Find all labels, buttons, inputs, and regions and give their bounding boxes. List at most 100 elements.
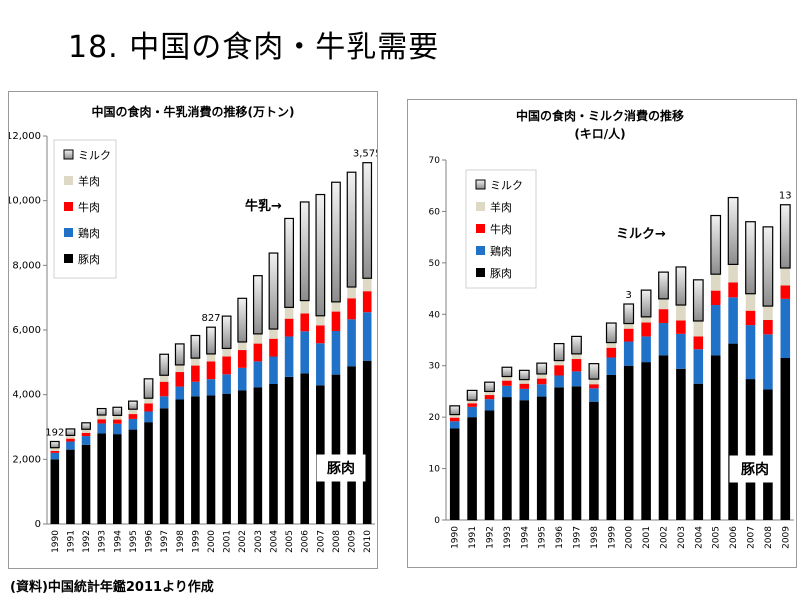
bar-chicken-2000 bbox=[206, 379, 216, 396]
x-tick-label: 2001 bbox=[642, 526, 652, 549]
bar-chicken-1994 bbox=[519, 388, 530, 401]
bar-chicken-2005 bbox=[710, 305, 721, 356]
arrow-annotation: ミルク→ bbox=[616, 227, 666, 242]
bar-chicken-1994 bbox=[112, 423, 122, 435]
bar-beef-2006 bbox=[300, 313, 310, 332]
x-tick-label: 1996 bbox=[555, 526, 565, 549]
bar-milk-1997 bbox=[159, 353, 170, 376]
bar-chicken-1996 bbox=[554, 375, 564, 388]
bar-beef-1993 bbox=[502, 380, 512, 386]
bar-pork-1991 bbox=[66, 449, 75, 524]
bar-milk-2004 bbox=[692, 279, 704, 322]
bar-pork-2004 bbox=[269, 383, 278, 524]
bar-mutton-1993 bbox=[502, 376, 512, 381]
legend-swatch-chicken bbox=[476, 246, 485, 255]
bar-beef-1990 bbox=[449, 417, 460, 422]
bar-pork-2000 bbox=[623, 365, 634, 520]
bar-beef-2007 bbox=[316, 325, 325, 344]
bar-milk-2002 bbox=[658, 271, 669, 300]
bar-beef-1991 bbox=[467, 403, 477, 407]
bar-pork-2006 bbox=[728, 343, 738, 520]
bar-beef-2002 bbox=[237, 350, 247, 368]
bar-beef-1998 bbox=[175, 372, 185, 387]
bar-beef-1991 bbox=[66, 438, 75, 442]
bar-beef-1995 bbox=[536, 378, 547, 385]
boxed-annotation-bg bbox=[729, 455, 781, 483]
bar-milk-2000 bbox=[206, 326, 216, 355]
y-tick-label: 0 bbox=[35, 519, 41, 530]
bar-chicken-1990 bbox=[449, 421, 460, 429]
bar-mutton-1998 bbox=[175, 364, 185, 373]
chart-panel-consumption-volume: 中国の食肉・牛乳消費の推移(万トン) 0 2,000 4,000 6,000 8,000 1… bbox=[8, 91, 378, 569]
bar-mutton-1991 bbox=[66, 435, 75, 439]
bar-pork-1991 bbox=[467, 417, 477, 520]
bar-beef-1993 bbox=[97, 419, 106, 424]
bar-pork-2010 bbox=[362, 360, 372, 524]
x-tick-label: 1994 bbox=[520, 526, 530, 549]
bar-beef-2010 bbox=[362, 291, 372, 313]
bar-milk-2009 bbox=[346, 171, 357, 288]
bar-milk-2010 bbox=[362, 162, 373, 279]
bar-mutton-2004 bbox=[693, 320, 704, 337]
boxed-annotation: 豚肉 bbox=[741, 461, 769, 478]
data-label: 827 bbox=[201, 313, 220, 324]
bar-milk-1990 bbox=[449, 405, 461, 416]
bar-mutton-2005 bbox=[710, 274, 721, 291]
bar-milk-1993 bbox=[96, 407, 107, 416]
x-tick-label: 2002 bbox=[660, 526, 670, 549]
bar-chicken-1998 bbox=[175, 386, 185, 400]
x-tick-label: 1990 bbox=[451, 526, 461, 549]
bar-milk-2005 bbox=[710, 214, 722, 275]
legend-swatch-chicken bbox=[64, 228, 73, 237]
bar-pork-2004 bbox=[693, 383, 704, 520]
bar-chicken-2001 bbox=[222, 374, 231, 394]
bar-pork-1996 bbox=[554, 387, 564, 520]
bar-mutton-1999 bbox=[191, 358, 200, 366]
bar-mutton-2007 bbox=[316, 315, 325, 326]
legend-label: 羊肉 bbox=[490, 200, 512, 214]
bar-mutton-1990 bbox=[50, 447, 60, 451]
bar-milk-2008 bbox=[331, 181, 341, 303]
bar-beef-2002 bbox=[658, 309, 669, 324]
x-tick-label: 2006 bbox=[301, 530, 311, 553]
y-tick-label: 20 bbox=[429, 413, 441, 423]
bar-pork-2008 bbox=[331, 374, 341, 524]
bar-beef-1994 bbox=[519, 383, 530, 389]
bar-pork-2006 bbox=[300, 373, 310, 524]
bar-pork-1990 bbox=[449, 428, 460, 520]
bar-chicken-1995 bbox=[128, 418, 138, 430]
bar-pork-2007 bbox=[745, 379, 756, 520]
bar-milk-1991 bbox=[466, 389, 478, 401]
bar-pork-2002 bbox=[658, 355, 669, 520]
bar-chicken-1991 bbox=[66, 441, 75, 450]
bar-beef-2009 bbox=[347, 298, 356, 320]
bar-beef-1995 bbox=[128, 414, 138, 419]
x-tick-label: 1999 bbox=[191, 530, 201, 553]
x-tick-label: 2002 bbox=[238, 530, 248, 553]
bar-chicken-2006 bbox=[300, 331, 310, 374]
bar-mutton-1993 bbox=[97, 415, 106, 420]
bar-chicken-2005 bbox=[284, 336, 294, 377]
bar-mutton-2007 bbox=[745, 293, 756, 311]
bar-beef-1998 bbox=[589, 384, 599, 389]
bar-pork-2001 bbox=[641, 362, 651, 520]
bar-chicken-2003 bbox=[253, 361, 263, 388]
legend-swatch-beef bbox=[64, 202, 73, 211]
bar-pork-1997 bbox=[159, 408, 169, 524]
x-tick-label: 2008 bbox=[332, 530, 342, 553]
x-tick-label: 1992 bbox=[486, 526, 496, 549]
bar-pork-1993 bbox=[502, 397, 512, 520]
bar-beef-1990 bbox=[50, 450, 60, 453]
y-tick-label: 8,000 bbox=[12, 260, 41, 271]
bar-pork-2005 bbox=[284, 376, 294, 524]
bar-pork-2008 bbox=[763, 389, 773, 520]
bar-pork-2009 bbox=[347, 366, 356, 524]
bar-chicken-2002 bbox=[658, 323, 669, 356]
bar-chicken-1995 bbox=[536, 384, 547, 397]
bar-chicken-2009 bbox=[347, 319, 356, 367]
y-tick-label: 70 bbox=[429, 156, 441, 166]
bar-beef-1999 bbox=[191, 365, 200, 382]
bar-chicken-1990 bbox=[50, 452, 60, 460]
bar-pork-1990 bbox=[50, 459, 60, 524]
arrow-annotation: 牛乳→ bbox=[245, 198, 282, 214]
